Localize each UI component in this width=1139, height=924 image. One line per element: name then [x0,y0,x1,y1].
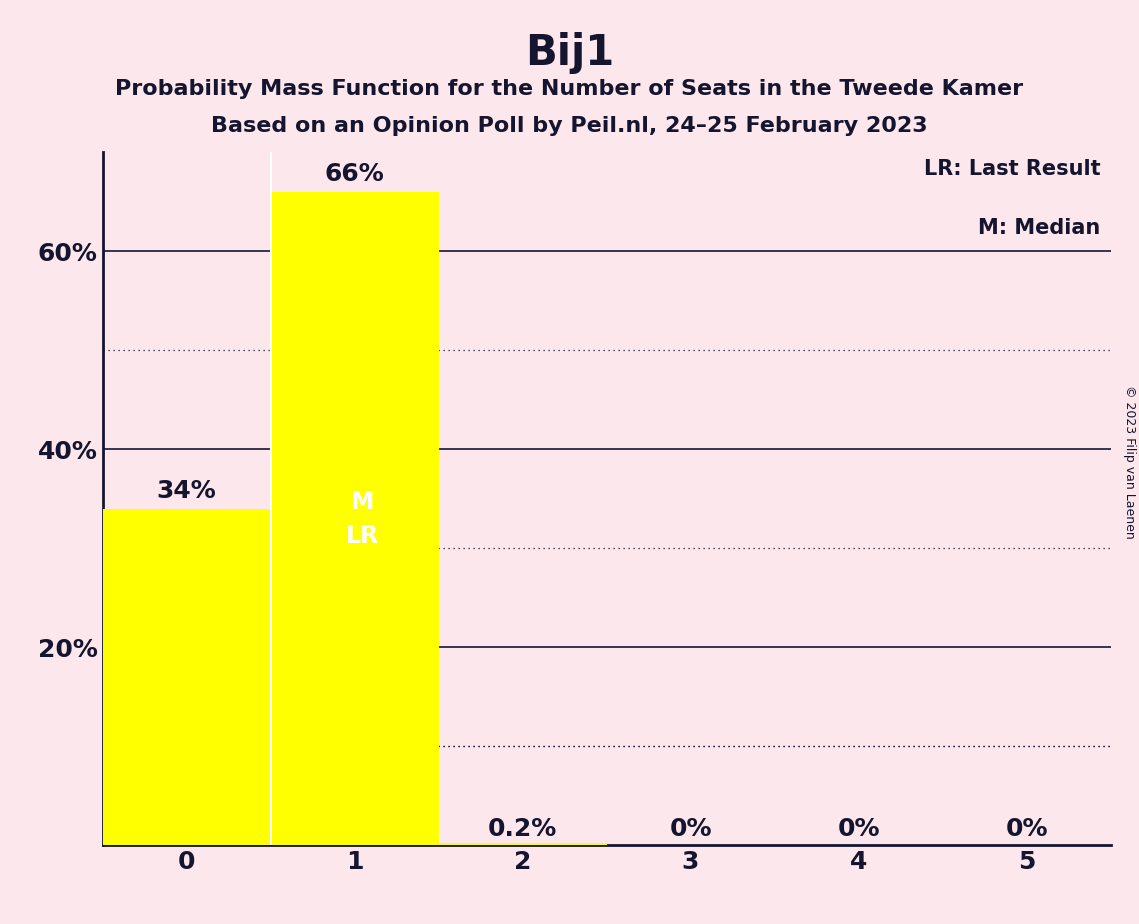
Text: M
LR: M LR [346,490,379,548]
Text: 0%: 0% [1006,817,1048,841]
Text: © 2023 Filip van Laenen: © 2023 Filip van Laenen [1123,385,1137,539]
Text: Probability Mass Function for the Number of Seats in the Tweede Kamer: Probability Mass Function for the Number… [115,79,1024,99]
Bar [439,844,606,845]
Text: 34%: 34% [157,479,216,503]
Bar [270,192,439,845]
Text: LR: Last Result: LR: Last Result [924,159,1100,179]
Text: M: Median: M: Median [978,218,1100,238]
Text: 0.2%: 0.2% [487,817,557,841]
Text: 0%: 0% [837,817,879,841]
Text: 66%: 66% [325,162,384,186]
Bar [103,509,270,845]
Text: Based on an Opinion Poll by Peil.nl, 24–25 February 2023: Based on an Opinion Poll by Peil.nl, 24–… [211,116,928,136]
Text: Bij1: Bij1 [525,32,614,74]
Text: 0%: 0% [670,817,712,841]
